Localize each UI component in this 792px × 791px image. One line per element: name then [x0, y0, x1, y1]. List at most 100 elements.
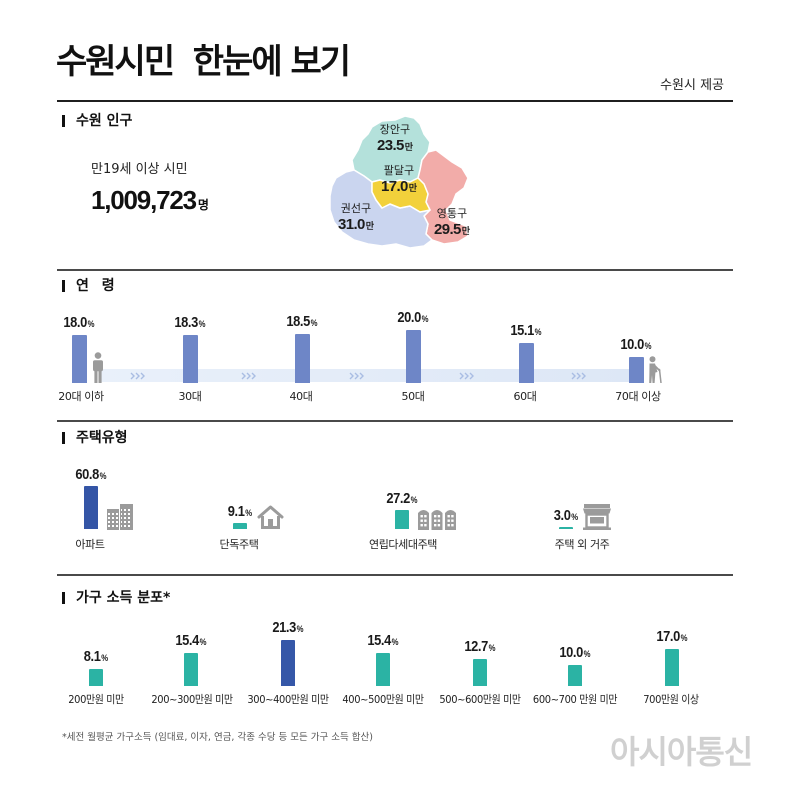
value-number: 9.1	[227, 502, 245, 520]
age-value-label: 18.3%	[174, 314, 206, 330]
age-category-label: 50대	[401, 390, 425, 403]
section-header-age: 연 령	[62, 278, 115, 294]
district-label-paldal: 팔달구 17.0만	[381, 164, 417, 198]
value-number: 10.0	[559, 643, 583, 661]
house-icon	[257, 505, 284, 529]
population-number: 1,009,723	[91, 185, 197, 215]
value-unit: %	[391, 636, 399, 647]
district-label-yeongtong: 영통구 29.5만	[434, 207, 470, 241]
value-number: 3.0	[553, 506, 571, 524]
source-credit: 수원시 제공	[660, 78, 724, 93]
header-divider	[57, 100, 733, 102]
value-number: 10.0	[620, 335, 644, 353]
value-number: 18.5	[286, 312, 310, 330]
value-unit: %	[199, 636, 207, 647]
district-unit: 만	[461, 227, 471, 237]
section-marker	[62, 115, 65, 127]
district-name: 권선구	[340, 202, 372, 215]
age-bar	[71, 335, 87, 383]
section-title: 가구 소득 분포*	[76, 590, 171, 606]
housing-category-label: 아파트	[75, 538, 105, 551]
value-number: 15.1	[510, 321, 534, 339]
value-number: 17.0	[656, 628, 680, 646]
income-bar	[473, 658, 487, 686]
income-bar	[281, 640, 295, 686]
value-unit: %	[310, 317, 318, 328]
income-category-label: 400~500만원 미만	[342, 693, 424, 706]
section-marker	[62, 280, 65, 292]
district-value: 23.5만	[377, 136, 413, 157]
income-category-label: 300~400만원 미만	[247, 693, 329, 706]
chevron-arrows-icon	[241, 372, 256, 380]
value-number: 12.7	[464, 637, 488, 655]
suwon-district-map	[329, 115, 469, 249]
district-name: 장안구	[379, 123, 411, 136]
elderly-person-icon	[649, 356, 662, 383]
age-category-label: 60대	[513, 390, 537, 403]
district-unit: 만	[408, 184, 418, 194]
chevron-arrows-icon	[130, 372, 145, 380]
section-title: 주택유형	[76, 430, 128, 446]
housing-bar	[395, 509, 409, 529]
district-number: 23.5	[376, 137, 404, 154]
district-value: 29.5만	[434, 220, 470, 241]
value-unit: %	[644, 340, 652, 351]
district-label-gwonseon: 권선구 31.0만	[338, 202, 374, 236]
value-unit: %	[296, 624, 304, 635]
section-marker	[62, 432, 65, 444]
value-number: 60.8	[75, 466, 99, 484]
district-number: 17.0	[380, 178, 408, 195]
value-unit: %	[99, 471, 107, 482]
footnote: *세전 월평균 가구소득 (임대료, 이자, 연금, 각종 수당 등 모든 가구…	[62, 732, 373, 743]
section-title: 수원 인구	[76, 113, 133, 129]
age-bar	[405, 330, 421, 383]
income-bar	[376, 652, 390, 686]
income-value-label: 21.3%	[272, 619, 304, 635]
population-label: 만19세 이상 시민	[91, 162, 188, 177]
age-category-label: 70대 이상	[615, 390, 661, 403]
income-value-label: 8.1%	[84, 648, 109, 664]
district-value: 31.0만	[338, 215, 374, 236]
value-number: 27.2	[386, 489, 410, 507]
district-value: 17.0만	[381, 177, 417, 198]
housing-bar	[559, 526, 573, 529]
value-unit: %	[101, 652, 109, 663]
income-category-label: 200만원 미만	[68, 693, 124, 706]
value-unit: %	[571, 511, 579, 522]
income-category-label: 500~600만원 미만	[439, 693, 521, 706]
value-unit: %	[245, 507, 253, 518]
income-value-label: 10.0%	[559, 643, 591, 661]
age-category-label: 40대	[289, 390, 313, 403]
housing-bar	[233, 522, 247, 529]
age-bar	[294, 333, 310, 383]
value-number: 15.4	[367, 631, 391, 649]
section-header-population: 수원 인구	[62, 113, 132, 129]
district-number: 31.0	[337, 216, 365, 233]
value-unit: %	[534, 326, 542, 337]
age-bar	[182, 334, 198, 383]
value-unit: %	[421, 314, 429, 324]
section-divider	[57, 574, 733, 576]
value-unit: %	[410, 494, 418, 505]
value-unit: %	[583, 648, 591, 659]
value-number: 20.0	[397, 309, 421, 326]
chevron-arrows-icon	[459, 372, 474, 380]
district-number: 29.5	[433, 221, 461, 238]
district-unit: 만	[404, 143, 414, 153]
income-value-label: 12.7%	[464, 637, 495, 655]
income-bar	[89, 668, 103, 686]
district-unit: 만	[365, 222, 375, 232]
person-icon	[93, 352, 103, 383]
chevron-arrows-icon	[571, 372, 586, 380]
age-value-label: 10.0%	[620, 335, 652, 353]
age-category-label: 20대 이하	[58, 390, 104, 403]
income-category-label: 600~700 만원 미만	[532, 693, 618, 706]
district-name: 팔달구	[383, 164, 415, 177]
value-unit: %	[87, 319, 95, 330]
population-value: 1,009,723 명	[91, 186, 209, 219]
income-value-label: 15.4%	[175, 631, 207, 649]
section-divider	[57, 269, 733, 271]
income-bar	[665, 649, 679, 686]
value-number: 15.4	[175, 631, 199, 649]
value-unit: %	[198, 318, 206, 329]
